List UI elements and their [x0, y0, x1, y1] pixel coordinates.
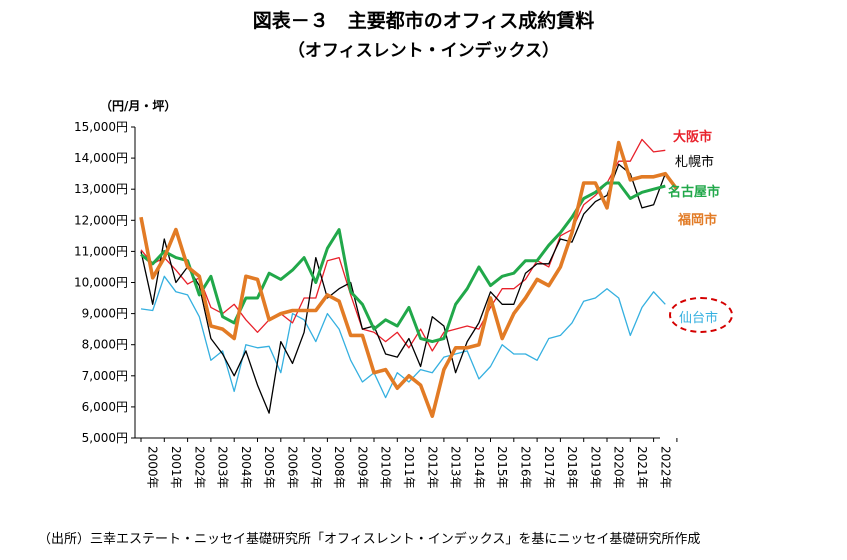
y-tick-label: 8,000円 — [82, 338, 128, 352]
series-line-fukuoka — [139, 140, 679, 419]
x-tick-label: 2000年 — [146, 446, 160, 489]
y-tick-label: 15,000円 — [74, 120, 128, 134]
x-tick-label: 2020年 — [612, 446, 626, 489]
x-tick-label: 2005年 — [262, 446, 276, 489]
x-tick-label: 2013年 — [449, 446, 463, 489]
x-tick-label: 2021年 — [635, 446, 649, 489]
x-tick-label: 2022年 — [658, 446, 672, 489]
x-tick-label: 2019年 — [588, 446, 602, 489]
x-tick-label: 2004年 — [239, 446, 253, 489]
legend-label-osaka: 大阪市 — [673, 130, 713, 145]
x-tick-label: 2008年 — [332, 446, 346, 489]
sendai-highlight-ring — [669, 297, 733, 333]
legend-label-fukuoka: 福岡市 — [678, 213, 718, 228]
x-tick-label: 2006年 — [285, 446, 299, 489]
y-tick-label: 9,000円 — [82, 307, 128, 321]
x-tick-label: 2018年 — [565, 446, 579, 489]
y-tick-label: 6,000円 — [82, 400, 128, 414]
legend-label-sapporo: 札幌市 — [675, 155, 715, 170]
chart-subtitle: （オフィスレント・インデックス） — [287, 41, 560, 61]
x-tick-label: 2007年 — [309, 446, 323, 489]
y-axis-unit: （円/月・坪） — [100, 99, 177, 113]
series-line-nagoya — [140, 181, 666, 344]
y-tick-label: 11,000円 — [74, 244, 128, 258]
y-tick-label: 12,000円 — [74, 213, 128, 227]
x-tick-label: 2012年 — [425, 446, 439, 489]
y-tick-label: 13,000円 — [74, 182, 128, 196]
x-tick-label: 2015年 — [495, 446, 509, 489]
series-line-osaka — [140, 138, 666, 352]
x-tick-label: 2014年 — [472, 446, 486, 489]
x-tick-label: 2003年 — [216, 446, 230, 489]
y-tick-label: 14,000円 — [74, 151, 128, 165]
y-tick-label: 5,000円 — [82, 431, 128, 445]
source-note: （出所）三幸エステート・ニッセイ基礎研究所「オフィスレント・インデックス」を基に… — [38, 532, 701, 547]
x-tick-label: 2009年 — [355, 446, 369, 489]
y-tick-label: 7,000円 — [82, 369, 128, 383]
x-tick-label: 2017年 — [542, 446, 556, 489]
legend-label-sendai: 仙台市 — [679, 311, 719, 326]
x-tick-label: 2001年 — [169, 446, 183, 489]
x-tick-label: 2002年 — [192, 446, 206, 489]
series-line-sendai — [140, 275, 666, 399]
chart-title: 図表－３ 主要都市のオフィス成約賃料 — [252, 10, 595, 32]
x-tick-label: 2011年 — [402, 446, 416, 489]
y-tick-label: 10,000円 — [74, 276, 128, 290]
x-tick-label: 2010年 — [379, 446, 393, 489]
legend-label-nagoya: 名古屋市 — [668, 185, 721, 200]
x-tick-label: 2016年 — [518, 446, 532, 489]
series-line-sapporo — [140, 163, 666, 414]
